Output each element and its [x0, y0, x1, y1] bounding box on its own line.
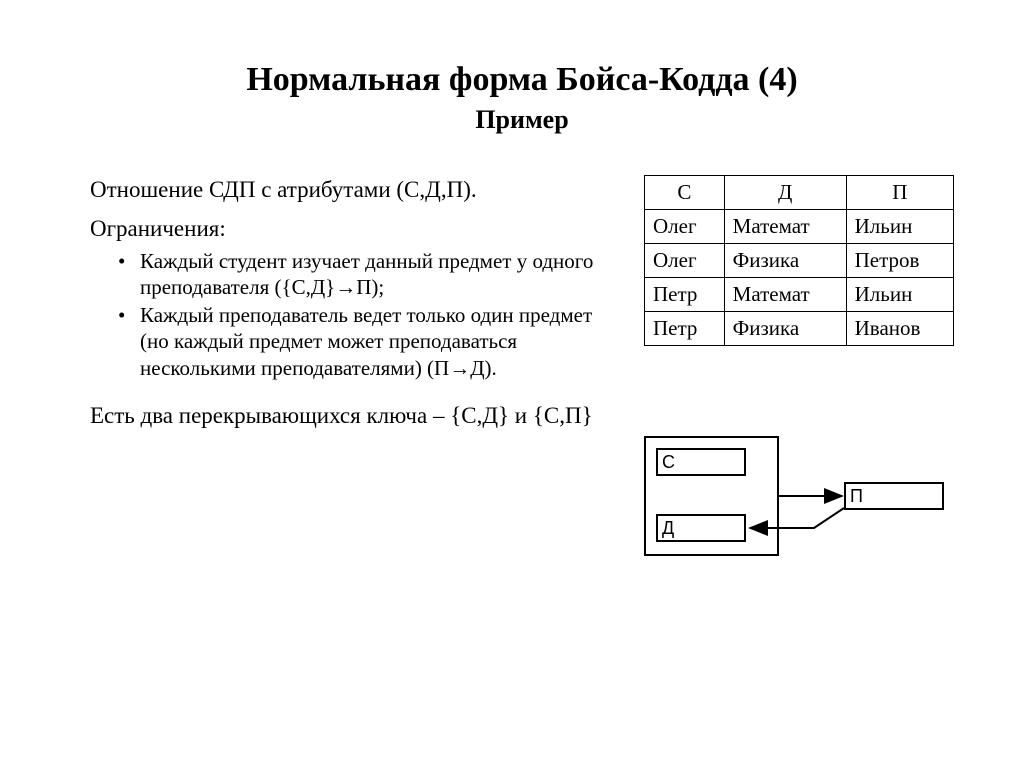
col-header: Д [724, 175, 846, 209]
cell: Иванов [846, 311, 953, 345]
content-row: Отношение СДП с атрибутами (С,Д,П). Огра… [90, 175, 954, 586]
text-column: Отношение СДП с атрибутами (С,Д,П). Огра… [90, 175, 614, 586]
cell: Физика [724, 243, 846, 277]
intro-paragraph: Отношение СДП с атрибутами (С,Д,П). [90, 175, 614, 204]
cell: Математ [724, 209, 846, 243]
edge-p-to-d [750, 508, 844, 528]
dependency-diagram: С Д П [644, 436, 954, 586]
cell: Олег [645, 209, 725, 243]
cell: Олег [645, 243, 725, 277]
title-block: Нормальная форма Бойса-Кодда (4) Пример [90, 60, 954, 135]
constraints-label: Ограничения: [90, 214, 614, 243]
constraints-list: Каждый студент изучает данный предмет у … [90, 248, 614, 381]
table-row: Петр Математ Ильин [645, 277, 954, 311]
cell: Петр [645, 277, 725, 311]
col-header: С [645, 175, 725, 209]
table-header-row: С Д П [645, 175, 954, 209]
slide-subtitle: Пример [90, 105, 954, 135]
cell: Математ [724, 277, 846, 311]
constraint-item: Каждый преподаватель ведет только один п… [90, 302, 614, 381]
table-row: Олег Физика Петров [645, 243, 954, 277]
arrows-svg [644, 436, 954, 586]
constraint-item: Каждый студент изучает данный предмет у … [90, 248, 614, 301]
cell: Петров [846, 243, 953, 277]
table-row: Олег Математ Ильин [645, 209, 954, 243]
cell: Петр [645, 311, 725, 345]
figure-column: С Д П Олег Математ Ильин Олег Физика Пет… [644, 175, 954, 586]
cell: Ильин [846, 277, 953, 311]
col-header: П [846, 175, 953, 209]
slide-title: Нормальная форма Бойса-Кодда (4) [90, 60, 954, 101]
keys-paragraph: Есть два перекрывающихся ключа – {С,Д} и… [90, 401, 614, 430]
table-row: Петр Физика Иванов [645, 311, 954, 345]
cell: Физика [724, 311, 846, 345]
cell: Ильин [846, 209, 953, 243]
relation-table: С Д П Олег Математ Ильин Олег Физика Пет… [644, 175, 954, 346]
